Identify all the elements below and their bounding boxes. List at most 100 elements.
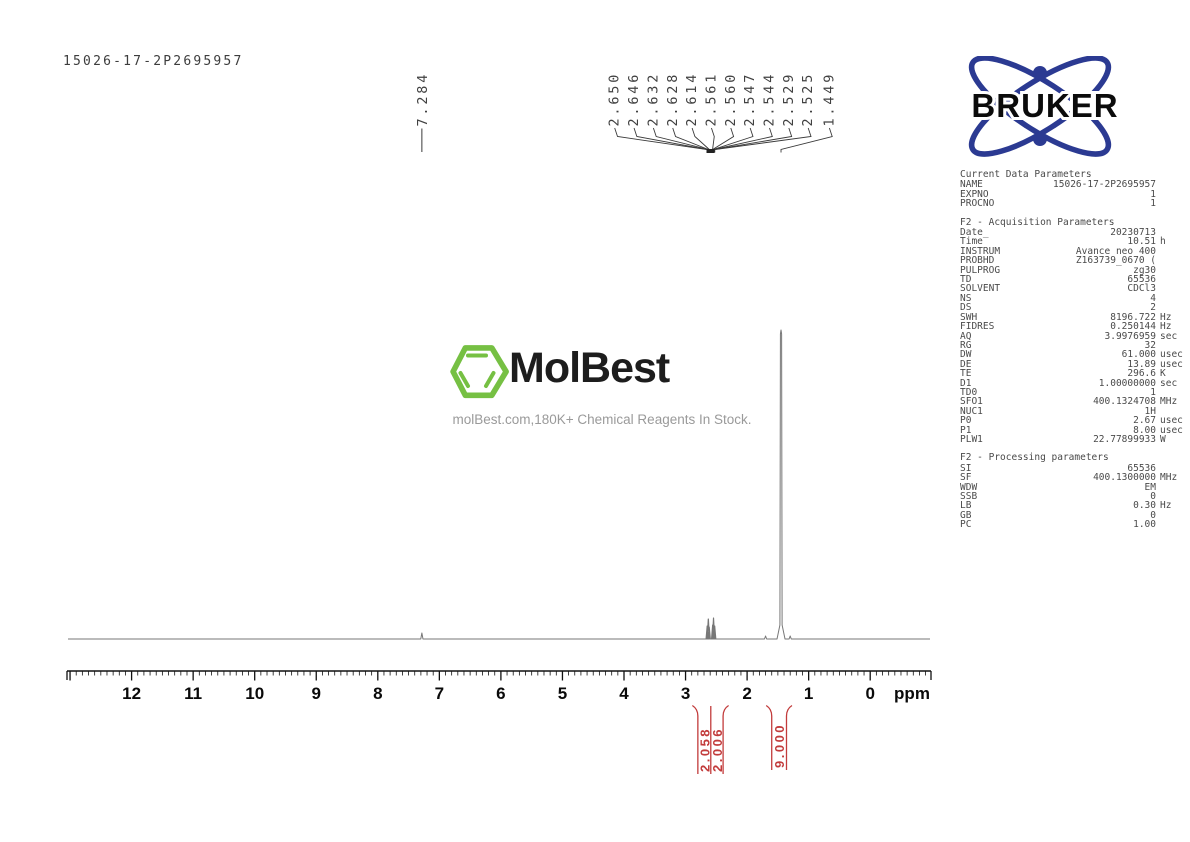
param-value: 15026-17-2P2695957 <box>1053 179 1156 191</box>
parameter-row: TE 296.6 K <box>960 368 1190 380</box>
parameter-row: FIDRES 0.250144 Hz <box>960 321 1190 333</box>
axis-tick-label: 6 <box>496 684 505 703</box>
parameter-row: D1 1.00000000 sec <box>960 377 1190 389</box>
parameter-row: SFO1 400.1324708 MHz <box>960 396 1190 408</box>
parameter-section-title: F2 - Processing parameters <box>960 452 1109 464</box>
parameter-row: TD 65536 <box>960 274 1190 286</box>
integral-bracket <box>785 704 793 770</box>
param-label: FIDRES <box>960 321 995 333</box>
param-value: 3.9976959 <box>1104 330 1156 342</box>
parameter-row: RG 32 <box>960 339 1190 351</box>
param-value: 13.89 <box>1127 358 1156 370</box>
param-value: 65536 <box>1127 274 1156 286</box>
peak-label: 2.547 <box>742 72 758 127</box>
param-value: 8196.722 <box>1110 311 1156 323</box>
param-value: 8.00 <box>1133 424 1156 436</box>
param-value: 1.00000000 <box>1098 377 1156 389</box>
param-unit: sec <box>1160 377 1178 389</box>
param-unit <box>1160 284 1190 293</box>
peak-label: 7.284 <box>415 72 431 127</box>
parameter-row: EXPNO 1 <box>960 188 1190 200</box>
param-value: Z163739_0670 ( <box>1075 255 1156 267</box>
param-value: 32 <box>1144 339 1156 351</box>
param-label: D1 <box>960 377 972 389</box>
param-label: NS <box>960 292 972 304</box>
peak-label: 1.449 <box>821 72 837 127</box>
parameter-row: INSTRUM Avance neo 400 <box>960 246 1190 256</box>
param-value: zg30 <box>1133 264 1156 276</box>
param-value: 61.000 <box>1121 349 1156 361</box>
peak-label-connector <box>714 127 812 153</box>
param-unit <box>1160 247 1190 256</box>
parameter-row: SF 400.1300000 MHz <box>960 472 1190 484</box>
param-value: 65536 <box>1127 462 1156 474</box>
parameter-row: NUC1 1H <box>960 406 1190 416</box>
parameter-row: PC 1.00 <box>960 519 1190 531</box>
param-unit: MHz <box>1160 396 1178 408</box>
parameter-row: PULPROG zg30 <box>960 264 1190 276</box>
parameter-row: SWH 8196.722 Hz <box>960 311 1190 323</box>
param-label: SWH <box>960 311 978 323</box>
parameter-row: P1 8.00 usec <box>960 424 1190 436</box>
integral-value: 2.006 <box>710 727 725 772</box>
param-unit: MHz <box>1160 472 1178 484</box>
param-label: Date_ <box>960 227 989 239</box>
param-value: 1.00 <box>1133 519 1156 531</box>
param-value: 0.250144 <box>1110 321 1156 333</box>
peak-label: 2.525 <box>800 72 816 127</box>
param-label: SFO1 <box>960 396 983 408</box>
param-label: TD0 <box>960 386 978 398</box>
param-value: 2.67 <box>1133 415 1156 427</box>
param-label: SF <box>960 472 972 484</box>
peak-label: 2.650 <box>607 72 623 127</box>
param-label: AQ <box>960 330 972 342</box>
parameter-section-title: F2 - Acquisition Parameters <box>960 216 1115 228</box>
param-label: PROBHD <box>960 255 995 267</box>
integral-value: 9.000 <box>772 723 787 768</box>
param-unit <box>1160 294 1190 303</box>
param-unit: usec <box>1160 424 1183 436</box>
axis-tick-label: 0 <box>865 684 874 703</box>
param-value: 22.77899933 <box>1093 433 1156 445</box>
param-unit: Hz <box>1160 321 1172 333</box>
param-label: DS <box>960 302 972 314</box>
peak-label: 2.560 <box>723 72 739 127</box>
axis-tick-label: 10 <box>245 684 264 703</box>
parameter-row: AQ 3.9976959 sec <box>960 330 1190 342</box>
parameter-row: PROCNO 1 <box>960 198 1190 210</box>
parameter-section-title: Current Data Parameters <box>960 169 1092 180</box>
peak-label: 2.561 <box>703 72 719 127</box>
axis-tick-label: 3 <box>681 684 690 703</box>
peak-label: 2.646 <box>626 72 642 127</box>
param-unit: usec <box>1160 349 1183 361</box>
peak-label: 2.632 <box>645 72 661 127</box>
param-unit <box>1160 511 1190 520</box>
axis-tick-label: 8 <box>373 684 382 703</box>
molbest-watermark: MolBest molBest.com,180K+ Chemical Reage… <box>447 336 757 431</box>
param-value: 1 <box>1150 386 1156 398</box>
axis-tick-label: 4 <box>619 684 629 703</box>
param-value: 1 <box>1150 198 1156 210</box>
param-unit <box>1160 190 1190 199</box>
sample-id: 15026-17-2P2695957 <box>63 54 244 69</box>
param-unit: h <box>1160 236 1166 248</box>
parameter-section: F2 - Processing parameters SI 65536 SF 400.1… <box>960 452 1190 531</box>
parameter-section: Current Data Parameters NAME 15026-17-2P26… <box>960 170 1190 209</box>
parameter-row: PLW1 22.77899933 W <box>960 433 1190 445</box>
param-label: TD <box>960 274 972 286</box>
molbest-wordmark: MolBest <box>509 344 670 392</box>
parameter-panel: Current Data Parameters NAME 15026-17-2P26… <box>960 170 1190 539</box>
peak-label: 2.628 <box>665 72 681 127</box>
parameter-row: PROBHD Z163739_0670 ( <box>960 255 1190 267</box>
param-label: PULPROG <box>960 264 1001 276</box>
param-value: 296.6 <box>1127 368 1156 380</box>
param-unit <box>1160 520 1190 529</box>
param-label: DE <box>960 358 972 370</box>
param-unit: usec <box>1160 358 1183 370</box>
param-label: EXPNO <box>960 188 989 200</box>
benzene-hexagon-icon <box>450 345 509 399</box>
parameter-row: DE 13.89 usec <box>960 358 1190 370</box>
peak-label: 2.529 <box>781 72 797 127</box>
